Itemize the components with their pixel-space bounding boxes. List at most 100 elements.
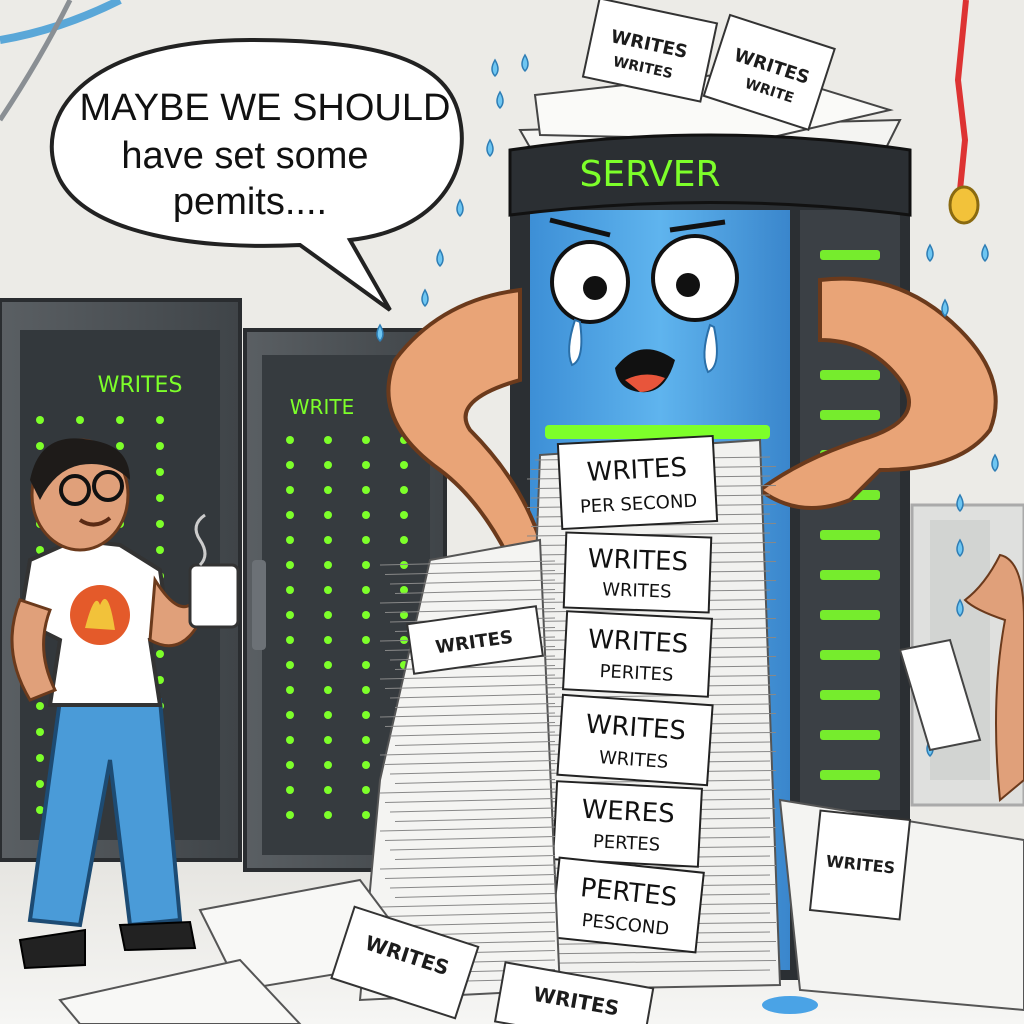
led-icon [324,661,332,669]
floor-papers [58,638,1024,1024]
led-bar-icon [820,770,880,780]
rack-door-handle [252,560,266,650]
led-icon [400,461,408,469]
shoe [18,928,86,970]
led-icon [324,561,332,569]
led-bar-icon [820,250,880,260]
led-icon [36,442,44,450]
jeans [27,698,183,928]
led-icon [324,536,332,544]
led-icon [286,461,294,469]
sweat-drop-icon [421,288,429,308]
led-icon [362,761,370,769]
led-icon [36,806,44,814]
led-icon [400,611,408,619]
led-icon [286,811,294,819]
led-icon [324,511,332,519]
led-icon [36,702,44,710]
led-bar-icon [545,425,770,439]
led-icon [286,511,294,519]
sweat-drop-icon [926,243,934,263]
sweat-drop-icon [991,453,999,473]
sweat-drop-icon [941,298,949,318]
led-icon [324,786,332,794]
led-icon [286,486,294,494]
tear-drop-icon [568,318,583,367]
sweat-drop-icon [956,493,964,513]
led-icon [362,686,370,694]
stack-sign-line-1: WRITES [587,625,689,660]
led-icon [286,561,294,569]
led-icon [156,546,164,554]
led-bar-icon [820,530,880,540]
led-bar-icon [820,730,880,740]
stack-sign-line-1: WERES [581,795,676,830]
top-paper-pile [518,0,902,167]
glasses-icon [59,474,91,506]
led-icon [36,546,44,554]
led-icon [286,536,294,544]
led-icon [324,811,332,819]
rack-left-label: WRITES [98,373,183,398]
led-icon [286,586,294,594]
led-icon [362,611,370,619]
led-bar-icon [820,570,880,580]
hair [30,438,130,500]
stack-sign-line-1: WRITES [586,453,688,488]
led-icon [286,636,294,644]
led-icon [324,711,332,719]
sweat-drop-icon [436,248,444,268]
led-icon [286,761,294,769]
led-icon [362,536,370,544]
led-icon [286,661,294,669]
background-person [963,553,1024,802]
led-icon [286,686,294,694]
led-icon [362,786,370,794]
led-icon [286,611,294,619]
led-icon [324,486,332,494]
led-icon [324,736,332,744]
led-icon [286,436,294,444]
coffee-mug-icon [188,563,240,629]
led-icon [324,586,332,594]
server-header [508,133,912,217]
led-icon [156,520,164,528]
led-bar-icon [820,370,880,380]
speech-bubble-line-1: MAYBE WE SHOULD [80,87,451,129]
led-icon [324,611,332,619]
led-bar-icon [820,410,880,420]
led-icon [362,711,370,719]
led-bar-icon [820,610,880,620]
led-icon [156,468,164,476]
ceiling-cable [0,0,122,44]
shoe [118,920,197,952]
led-icon [286,786,294,794]
speech-bubble-line-2: have set some [121,135,368,177]
led-icon [362,461,370,469]
led-icon [36,416,44,424]
led-icon [36,754,44,762]
led-icon [400,536,408,544]
sweat-drop-icon [456,198,464,218]
led-icon [362,811,370,819]
led-icon [116,442,124,450]
led-icon [400,511,408,519]
sweat-drops [376,53,999,758]
water-puddle [762,996,818,1014]
sweat-drop-icon [376,323,384,343]
led-icon [286,711,294,719]
light-bulb-icon [948,185,980,225]
led-icon [156,650,164,658]
stack-sign-line-2: PERTES [592,831,660,855]
server-arms [386,276,998,563]
led-icon [156,416,164,424]
sweat-drop-icon [496,90,504,110]
server-header-label: SERVER [579,154,720,195]
led-icon [36,728,44,736]
led-icon [362,511,370,519]
